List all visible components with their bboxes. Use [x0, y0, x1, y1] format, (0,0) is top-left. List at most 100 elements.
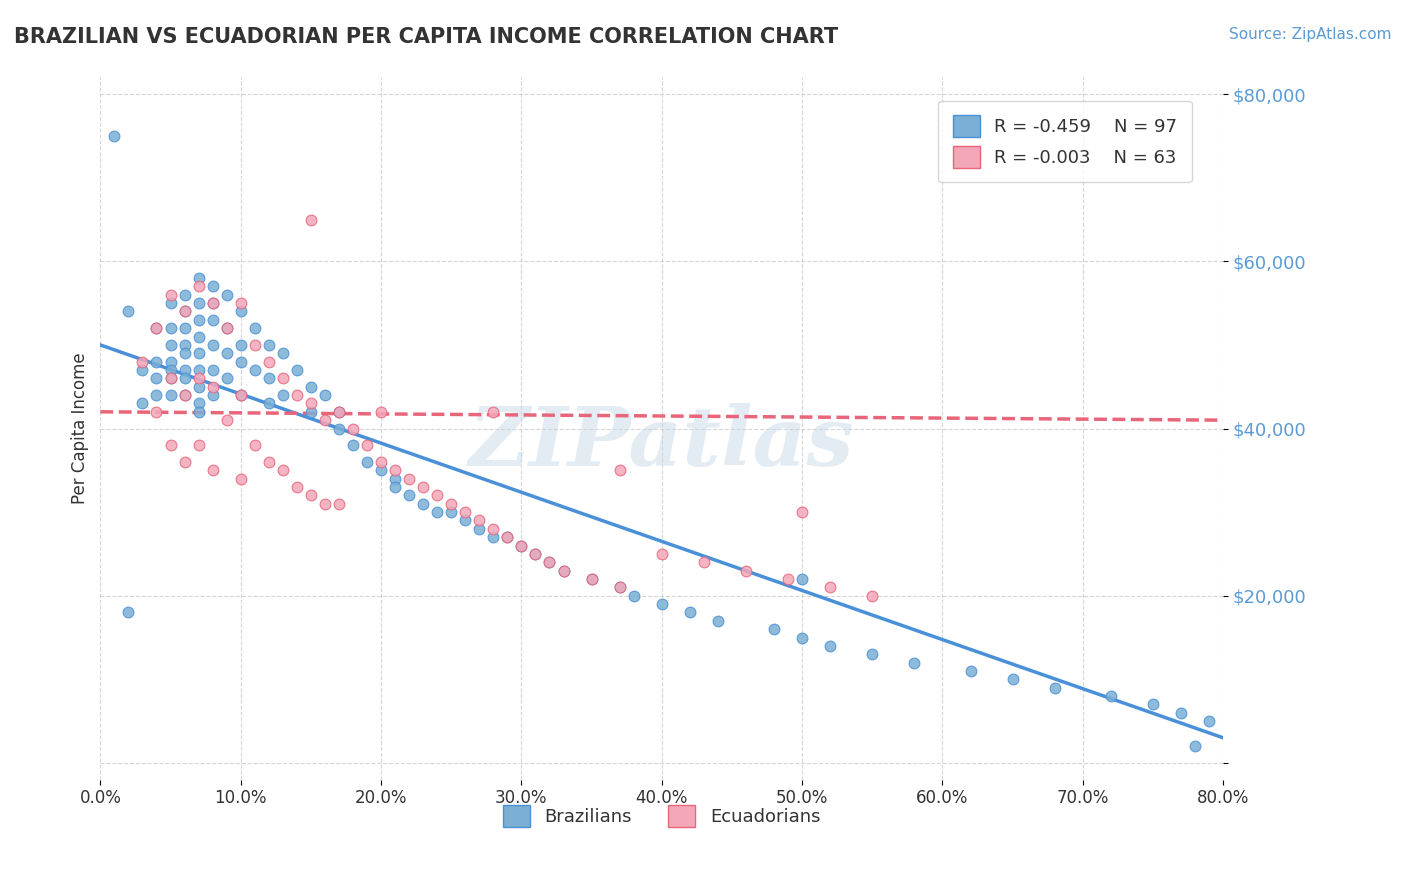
- Point: [201, 380, 224, 394]
- Point: [860, 647, 883, 661]
- Point: [103, 128, 125, 143]
- Point: [581, 572, 603, 586]
- Point: [243, 438, 266, 452]
- Point: [131, 396, 153, 410]
- Point: [173, 304, 195, 318]
- Point: [384, 463, 406, 477]
- Point: [328, 405, 350, 419]
- Point: [412, 480, 434, 494]
- Point: [342, 438, 364, 452]
- Point: [299, 380, 322, 394]
- Point: [763, 622, 786, 636]
- Point: [496, 530, 519, 544]
- Point: [173, 388, 195, 402]
- Point: [370, 405, 392, 419]
- Point: [356, 455, 378, 469]
- Point: [131, 363, 153, 377]
- Point: [145, 354, 167, 368]
- Point: [201, 463, 224, 477]
- Point: [215, 346, 238, 360]
- Point: [173, 388, 195, 402]
- Point: [524, 547, 547, 561]
- Point: [299, 488, 322, 502]
- Point: [187, 279, 209, 293]
- Point: [299, 212, 322, 227]
- Point: [117, 606, 139, 620]
- Point: [243, 338, 266, 352]
- Point: [426, 505, 449, 519]
- Point: [412, 497, 434, 511]
- Point: [257, 455, 280, 469]
- Point: [328, 421, 350, 435]
- Point: [609, 580, 631, 594]
- Point: [1001, 673, 1024, 687]
- Text: BRAZILIAN VS ECUADORIAN PER CAPITA INCOME CORRELATION CHART: BRAZILIAN VS ECUADORIAN PER CAPITA INCOM…: [14, 27, 838, 46]
- Point: [510, 539, 533, 553]
- Point: [173, 321, 195, 335]
- Point: [454, 505, 477, 519]
- Point: [173, 371, 195, 385]
- Point: [187, 405, 209, 419]
- Point: [510, 539, 533, 553]
- Point: [679, 606, 702, 620]
- Point: [468, 513, 491, 527]
- Point: [159, 354, 181, 368]
- Point: [187, 363, 209, 377]
- Legend: Brazilians, Ecuadorians: Brazilians, Ecuadorians: [496, 797, 828, 834]
- Point: [342, 421, 364, 435]
- Point: [959, 664, 981, 678]
- Point: [285, 363, 308, 377]
- Point: [159, 363, 181, 377]
- Point: [201, 279, 224, 293]
- Point: [145, 371, 167, 385]
- Point: [271, 371, 294, 385]
- Point: [328, 405, 350, 419]
- Point: [229, 304, 252, 318]
- Point: [257, 371, 280, 385]
- Point: [159, 438, 181, 452]
- Point: [173, 346, 195, 360]
- Point: [538, 555, 561, 569]
- Point: [370, 455, 392, 469]
- Point: [299, 405, 322, 419]
- Point: [482, 405, 505, 419]
- Point: [468, 522, 491, 536]
- Point: [581, 572, 603, 586]
- Point: [201, 296, 224, 310]
- Point: [398, 472, 420, 486]
- Point: [187, 396, 209, 410]
- Point: [201, 338, 224, 352]
- Point: [370, 463, 392, 477]
- Point: [609, 580, 631, 594]
- Point: [173, 287, 195, 301]
- Point: [384, 480, 406, 494]
- Point: [159, 338, 181, 352]
- Point: [735, 564, 758, 578]
- Point: [860, 589, 883, 603]
- Point: [215, 287, 238, 301]
- Point: [271, 388, 294, 402]
- Point: [159, 296, 181, 310]
- Point: [243, 321, 266, 335]
- Point: [1184, 739, 1206, 754]
- Point: [215, 321, 238, 335]
- Point: [314, 497, 336, 511]
- Point: [328, 497, 350, 511]
- Point: [159, 371, 181, 385]
- Point: [623, 589, 645, 603]
- Point: [285, 480, 308, 494]
- Point: [398, 488, 420, 502]
- Point: [187, 371, 209, 385]
- Point: [229, 296, 252, 310]
- Point: [790, 505, 813, 519]
- Point: [229, 388, 252, 402]
- Point: [818, 580, 841, 594]
- Point: [271, 346, 294, 360]
- Point: [1099, 689, 1122, 703]
- Point: [131, 354, 153, 368]
- Point: [201, 296, 224, 310]
- Point: [215, 321, 238, 335]
- Point: [903, 656, 925, 670]
- Point: [187, 296, 209, 310]
- Point: [173, 455, 195, 469]
